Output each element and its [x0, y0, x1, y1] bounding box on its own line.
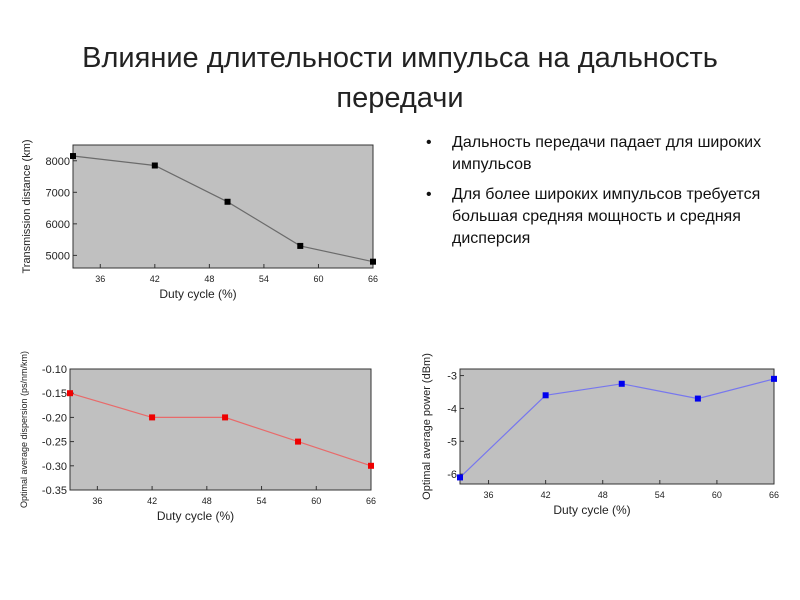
x-tick-label: 60 [311, 496, 321, 506]
y-axis-label: Optimal average dispersion (ps/nm/km) [19, 351, 29, 508]
bullet-text: Для более широких импульсов требуется бо… [452, 186, 761, 247]
y-axis-label: Transmission distance (km) [21, 139, 33, 273]
data-point [694, 395, 701, 402]
x-tick-label: 42 [147, 496, 157, 506]
y-tick-label: -4 [447, 403, 457, 415]
x-axis-label: Duty cycle (%) [553, 503, 630, 517]
data-point [151, 162, 158, 169]
x-tick-label: 54 [655, 490, 665, 500]
x-tick-label: 48 [598, 490, 608, 500]
x-tick-label: 48 [202, 496, 212, 506]
data-point [457, 474, 463, 481]
x-tick-label: 66 [769, 490, 779, 500]
slide-title-line-2: передачи [336, 82, 464, 114]
data-point [149, 414, 156, 421]
data-point [370, 258, 376, 265]
x-tick-label: 60 [313, 274, 323, 284]
y-axis-label: Optimal average power (dBm) [421, 353, 433, 500]
x-tick-label: 66 [366, 496, 376, 506]
x-tick-label: 54 [259, 274, 269, 284]
bullet-glyph: • [426, 186, 432, 203]
data-point [368, 462, 374, 469]
x-tick-label: 36 [92, 496, 102, 506]
slide-title-line-1: Влияние длительности импульса на дальнос… [82, 42, 718, 74]
bullet-text: Дальность передачи падает для широких им… [452, 134, 762, 173]
optimal-dispersion-chart: 36 42 48 54 60 66 -0.35 -0.30 -0.25 -0.20 -0.15 -0.… [19, 351, 376, 523]
y-tick-label: 5000 [46, 250, 70, 262]
y-tick-label: -0.25 [42, 437, 67, 449]
plot-area [69, 368, 372, 491]
y-tick-label: -0.20 [42, 412, 67, 424]
y-tick-label: -0.30 [42, 461, 67, 473]
data-point [67, 390, 73, 397]
y-tick-label: -5 [447, 436, 457, 448]
y-tick-label: -0.15 [42, 388, 67, 400]
y-tick-label: -6 [447, 469, 457, 481]
y-tick-label: 7000 [46, 187, 70, 199]
x-tick-label: 42 [150, 274, 160, 284]
bullet-item: • Дальность передачи падает для широких … [420, 132, 780, 176]
data-point [297, 242, 304, 249]
x-tick-label: 54 [257, 496, 267, 506]
transmission-distance-chart: 36 42 48 54 60 66 5000 6000 7000 8000 Duty cycle (… [21, 139, 378, 301]
optimal-power-chart: 36 42 48 54 60 66 -6 -5 -4 -3 Duty cycle (%) Optima… [421, 353, 779, 517]
data-point [222, 414, 229, 421]
bullet-glyph: • [426, 134, 432, 151]
y-tick-label: -0.10 [42, 364, 67, 376]
x-tick-label: 42 [541, 490, 551, 500]
x-axis-label: Duty cycle (%) [157, 509, 234, 523]
data-point [771, 375, 777, 382]
x-tick-label: 36 [484, 490, 494, 500]
y-tick-label: 8000 [46, 156, 70, 168]
plot-area [459, 368, 775, 485]
data-point [542, 392, 549, 399]
bullet-list: • Дальность передачи падает для широких … [420, 132, 780, 258]
x-tick-label: 60 [712, 490, 722, 500]
data-point [618, 380, 625, 387]
plot-area [72, 144, 374, 269]
data-point [295, 438, 302, 445]
x-tick-label: 36 [95, 274, 105, 284]
data-point [70, 153, 76, 160]
y-tick-label: -0.35 [42, 485, 67, 497]
x-axis-label: Duty cycle (%) [159, 287, 236, 301]
x-tick-label: 48 [204, 274, 214, 284]
y-tick-label: -3 [447, 371, 457, 383]
x-tick-label: 66 [368, 274, 378, 284]
bullet-item: • Для более широких импульсов требуется … [420, 184, 780, 250]
data-point [224, 198, 231, 205]
y-tick-label: 6000 [46, 219, 70, 231]
slide-title: Влияние длительности импульса на дальнос… [40, 38, 760, 118]
